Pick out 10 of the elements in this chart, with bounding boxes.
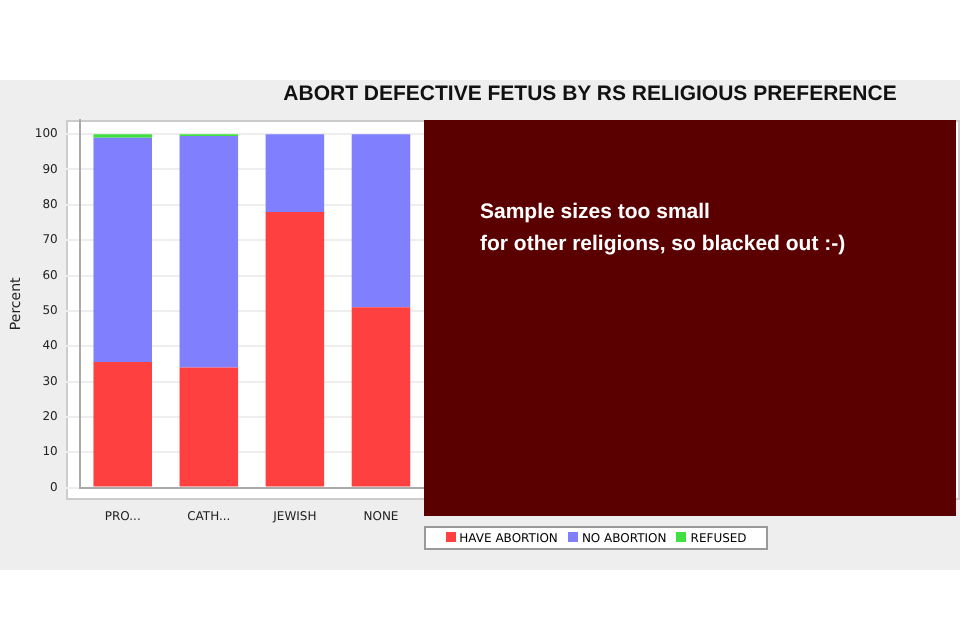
bar bbox=[351, 307, 411, 487]
bar bbox=[265, 134, 325, 212]
text: ABORT DEFECTIVE FETUS BY RS RELIGIOUS PREFERENCE bbox=[281, 82, 899, 106]
bar bbox=[351, 134, 411, 308]
bar bbox=[265, 211, 325, 487]
bar bbox=[179, 135, 239, 368]
bar bbox=[179, 367, 239, 487]
bar bbox=[93, 137, 153, 363]
bar bbox=[93, 362, 153, 487]
text: Sample sizes too small for other religions, so blacked out :-) bbox=[480, 198, 846, 260]
